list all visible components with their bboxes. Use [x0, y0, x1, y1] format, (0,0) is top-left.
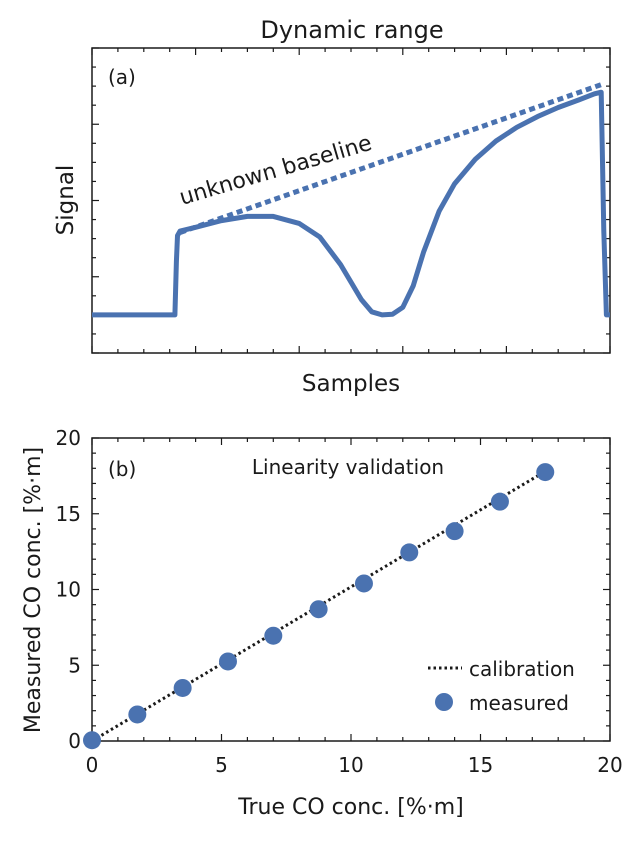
legend-measured-label: measured [469, 691, 569, 715]
measured-point [83, 731, 101, 750]
x-tick-label: 15 [468, 753, 493, 777]
panel-b-ticks [91, 437, 611, 742]
panel-a-ticks [91, 47, 611, 354]
y-tick-label: 5 [68, 653, 81, 677]
panel-b-title: Linearity validation [252, 455, 444, 479]
panel-a-title: Dynamic range [260, 16, 443, 44]
y-tick-label: 15 [56, 502, 81, 526]
x-tick-label: 5 [215, 753, 228, 777]
measured-point [490, 492, 509, 511]
x-tick-label: 0 [86, 753, 99, 777]
panel-b-label: (b) [108, 457, 136, 481]
legend-measured-swatch [435, 693, 453, 711]
panel-a-xlabel: Samples [302, 371, 400, 397]
measured-point [128, 705, 147, 724]
panel-a-axes-frame [91, 47, 611, 354]
panel-a-ylabel: Signal [53, 165, 79, 236]
measured-point [445, 522, 464, 541]
panel-b-ylabel: Measured CO conc. [%·m] [21, 447, 46, 733]
panel-a-lines [92, 82, 610, 318]
measured-point [309, 600, 328, 619]
measured-point [173, 678, 192, 697]
measured-point [218, 652, 237, 671]
y-tick-label: 0 [68, 729, 81, 753]
panel-a-dynamic-range: Dynamic range (a) unknown baseline Sampl… [53, 16, 611, 397]
measured-point [354, 574, 373, 593]
panel-b-linearity: 0 5 10 15 20 0 5 10 15 20 (b) Linearity validatio… [21, 426, 623, 820]
panel-b-tick-labels: 0 5 10 15 20 0 5 10 15 20 [56, 426, 623, 777]
x-tick-label: 10 [338, 753, 363, 777]
panel-b-points [83, 463, 555, 750]
measured-point [264, 626, 283, 645]
panel-a-label: (a) [108, 65, 136, 89]
measured-point [400, 543, 419, 562]
baseline-dotted-line [179, 82, 603, 235]
x-tick-label: 20 [597, 753, 622, 777]
legend-calibration-label: calibration [469, 657, 575, 681]
y-tick-label: 20 [56, 426, 81, 450]
panel-b-xlabel: True CO conc. [%·m] [237, 795, 463, 820]
measured-point [536, 463, 555, 482]
signal-line [92, 89, 610, 318]
legend: calibration measured [428, 657, 575, 715]
y-tick-label: 10 [56, 578, 81, 602]
